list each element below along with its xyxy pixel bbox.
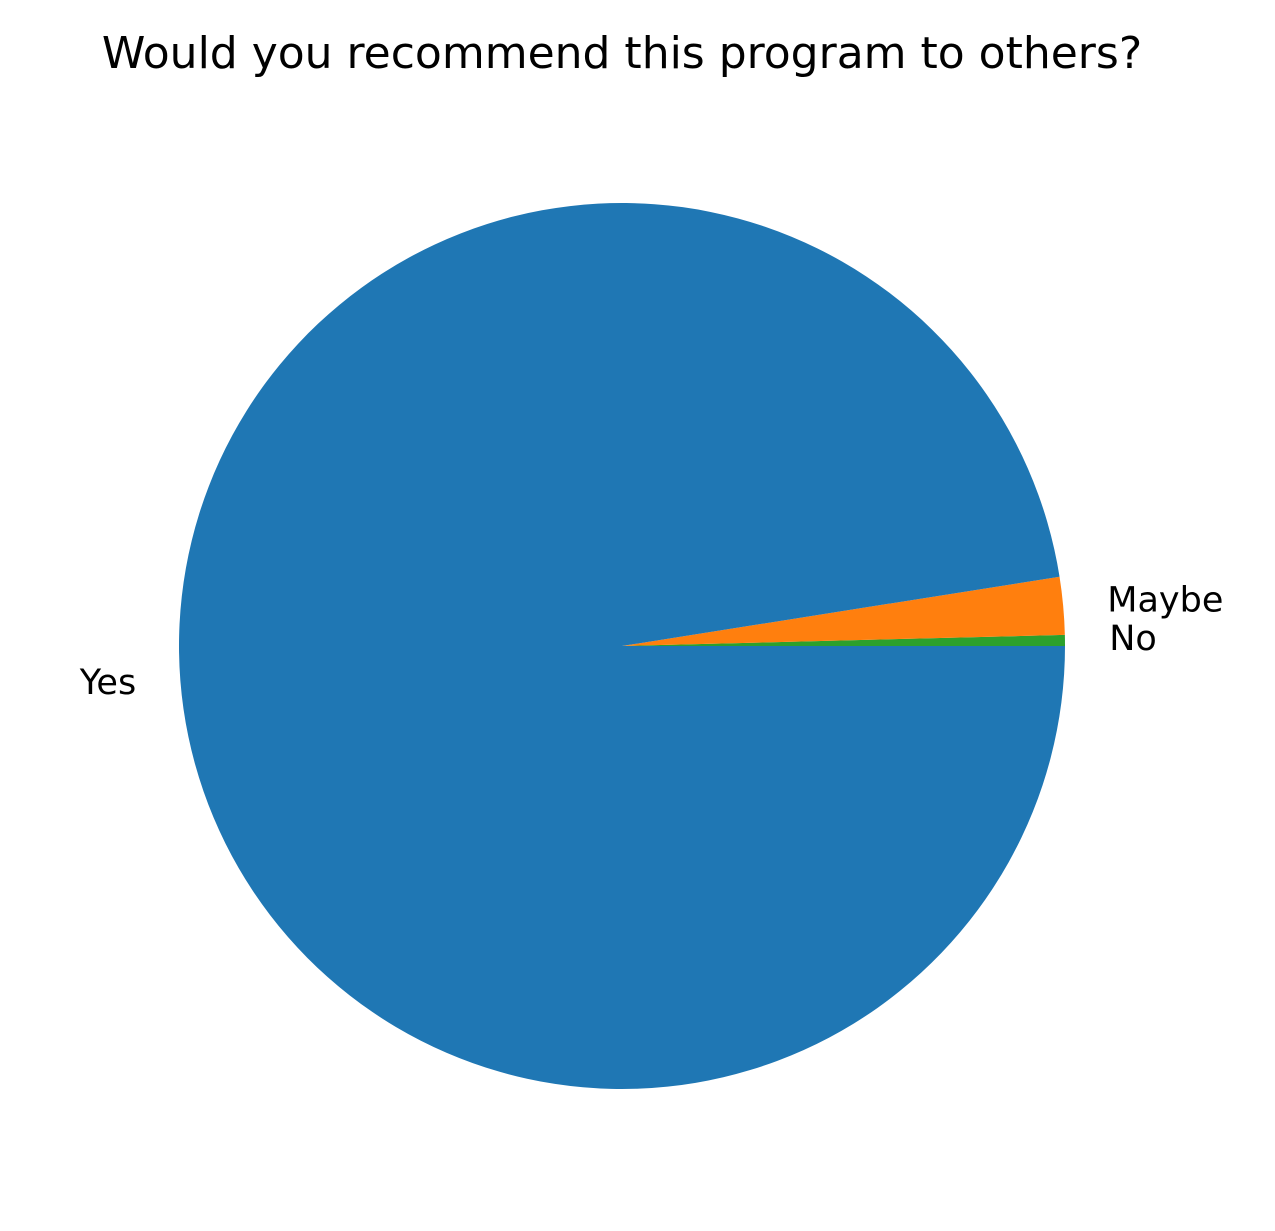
slice-label-yes: Yes	[79, 663, 137, 703]
pie-slices	[178, 203, 1065, 1090]
chart-title: Would you recommend this program to othe…	[102, 28, 1142, 79]
pie-slice-maybe	[622, 576, 1065, 646]
pie-slice-yes	[178, 203, 1065, 1090]
slice-label-no: No	[1109, 619, 1157, 659]
slice-label-maybe: Maybe	[1107, 581, 1223, 621]
pie-slice-no	[622, 634, 1065, 646]
